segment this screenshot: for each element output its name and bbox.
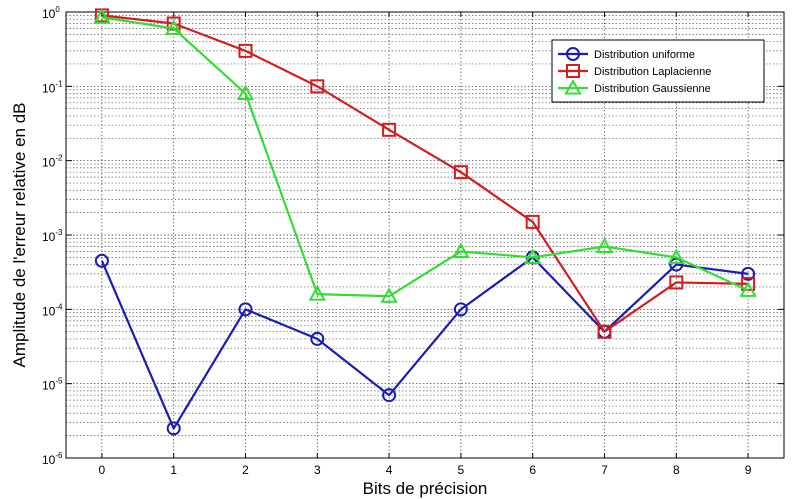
- data-point-triangle: [523, 248, 542, 264]
- y-tick-label-base: 10: [42, 7, 56, 21]
- y-tick-label-base: 10: [42, 81, 56, 95]
- y-tick-label-exponent: 0: [55, 5, 60, 14]
- data-point-triangle: [93, 8, 111, 24]
- data-point-triangle: [380, 287, 398, 303]
- data-point-circle: [238, 302, 253, 317]
- legend-label-triangle: Distribution Gaussienne: [594, 83, 711, 95]
- x-tick-label: 9: [745, 463, 752, 477]
- legend-label-circle: Distribution uniforme: [594, 49, 695, 61]
- legend-label-square: Distribution Laplacienne: [594, 66, 711, 78]
- data-point-triangle: [667, 248, 686, 264]
- x-tick-label: 4: [386, 463, 393, 477]
- legend-entries: Distribution uniforme Distribution Laplac…: [558, 47, 711, 95]
- x-tick-label: 5: [458, 463, 465, 477]
- y-tick-label: 100: [42, 5, 60, 21]
- data-point-square: [310, 79, 325, 94]
- data-point-circle: [382, 388, 397, 403]
- series-group: [93, 8, 757, 436]
- legend-marker-triangle: [564, 78, 582, 95]
- y-tick-label-exponent: -2: [55, 154, 63, 163]
- y-tick-label-exponent: -6: [55, 451, 63, 460]
- data-point-triangle: [452, 242, 470, 258]
- y-axis-title: Amplitude de l'erreur relative en dB: [10, 103, 29, 368]
- x-tick-label: 7: [601, 463, 608, 477]
- x-tick-label: 2: [242, 463, 249, 477]
- y-tick-label-base: 10: [42, 379, 56, 393]
- x-tick-label: 6: [529, 463, 536, 477]
- y-tick-label-base: 10: [42, 304, 56, 318]
- data-point-square: [453, 165, 468, 180]
- y-tick-label-exponent: -4: [55, 302, 63, 311]
- data-point-circle: [94, 253, 109, 268]
- x-tick-label: 0: [99, 463, 106, 477]
- data-point-circle: [453, 302, 468, 317]
- x-axis-title: Bits de précision: [363, 479, 488, 498]
- data-point-square: [525, 214, 540, 229]
- y-tick-label-exponent: -1: [55, 79, 63, 88]
- data-point-triangle: [595, 237, 614, 254]
- y-tick-label-base: 10: [42, 156, 56, 170]
- y-tick-label-exponent: -3: [55, 228, 63, 237]
- series-line-square: [101, 14, 749, 333]
- y-tick-label: 10-3: [42, 228, 63, 244]
- data-point-circle: [741, 266, 756, 281]
- data-point-triangle: [164, 19, 183, 35]
- y-tick-label-base: 10: [42, 230, 56, 244]
- y-tick-label: 10-2: [42, 154, 63, 170]
- series-triangle: [93, 8, 757, 303]
- x-tick-label: 8: [673, 463, 680, 477]
- x-tick-label: 1: [170, 463, 177, 477]
- data-point-square: [382, 122, 397, 137]
- legend-marker-circle: [566, 47, 580, 61]
- y-tick-label: 10-1: [42, 79, 63, 95]
- legend-entry-square: Distribution Laplacienne: [558, 64, 711, 78]
- legend-entry-circle: Distribution uniforme: [558, 47, 695, 61]
- data-point-circle: [166, 421, 181, 436]
- series-line-triangle: [101, 16, 749, 298]
- data-point-square: [597, 324, 612, 339]
- y-tick-label: 10-6: [42, 451, 63, 467]
- y-tick-label: 10-4: [42, 302, 63, 318]
- y-tick-label-base: 10: [42, 453, 56, 467]
- data-point-circle: [310, 331, 325, 346]
- y-tick-label: 10-5: [42, 377, 63, 393]
- data-point-square: [238, 43, 253, 58]
- data-point-square: [669, 275, 684, 290]
- series-line-circle: [100, 256, 749, 430]
- legend-entry-triangle: Distribution Gaussienne: [558, 78, 711, 95]
- grid: [66, 12, 784, 459]
- data-point-triangle: [308, 285, 327, 301]
- legend: Distribution uniforme Distribution Laplac…: [551, 39, 765, 103]
- data-point-triangle: [236, 84, 255, 101]
- y-tick-label-exponent: -5: [55, 377, 63, 386]
- x-tick-label: 3: [314, 463, 321, 477]
- legend-marker-square: [566, 64, 580, 78]
- data-point-triangle: [739, 281, 757, 297]
